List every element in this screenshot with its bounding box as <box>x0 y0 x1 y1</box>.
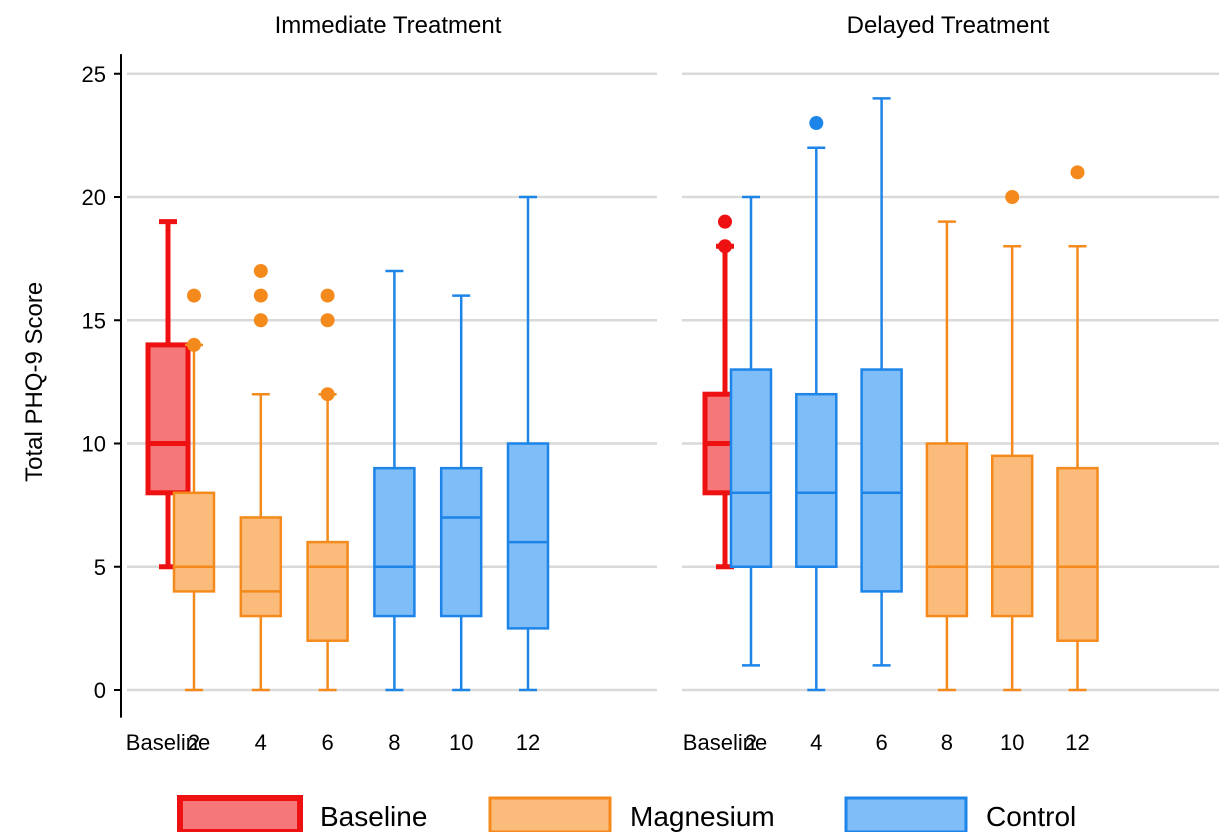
box-iqr <box>506 442 550 630</box>
legend-label-control: Control <box>986 801 1076 832</box>
legend-item-baseline: Baseline <box>177 795 427 832</box>
outlier-point-0 <box>187 337 201 352</box>
panel-title-delayed-treatment: Delayed Treatment <box>847 12 1050 39</box>
box-p1-2 <box>729 195 773 667</box>
y-tick-label-20: 20 <box>82 185 106 210</box>
x-tick-label-p0-6: 6 <box>321 730 333 755</box>
x-tick-label-p0-8: 8 <box>388 730 400 755</box>
x-tick-label-p1-2: 2 <box>745 730 757 755</box>
box-iqr <box>373 466 416 618</box>
y-axis-title: Total PHQ-9 Score <box>21 282 48 482</box>
box-p1-4 <box>795 116 838 692</box>
y-tick-label-5: 5 <box>94 555 106 580</box>
legend-swatch-control <box>844 796 968 832</box>
grid-lines <box>127 72 1219 692</box>
box-iqr <box>145 342 191 496</box>
box-p1-6 <box>860 97 903 667</box>
x-tick-label-p0-10: 10 <box>449 730 473 755</box>
legend-swatch-baseline <box>177 795 303 832</box>
outlier-point-0 <box>1070 165 1085 180</box>
legend-item-control: Control <box>844 796 1076 832</box>
legend-label-magnesium: Magnesium <box>630 801 775 832</box>
outlier-point-0 <box>809 116 824 131</box>
x-tick-label-p1-4: 4 <box>810 730 822 755</box>
legend-label-baseline: Baseline <box>320 801 427 832</box>
box-iqr <box>795 392 838 569</box>
x-tick-label-p1-6: 6 <box>875 730 887 755</box>
x-tick-label-p0-2: 2 <box>188 730 200 755</box>
legend-item-magnesium: Magnesium <box>488 796 775 832</box>
outlier-point-1 <box>253 288 268 303</box>
y-tick-label-15: 15 <box>82 308 106 333</box>
outlier-point-0 <box>1005 190 1020 204</box>
box-iqr <box>990 454 1034 618</box>
y-tick-label-0: 0 <box>94 678 106 703</box>
box-iqr <box>729 368 773 568</box>
outlier-point-1 <box>187 288 201 303</box>
panel-title-immediate-treatment: Immediate Treatment <box>275 12 502 39</box>
box-iqr <box>439 466 483 618</box>
box-p0-10 <box>439 294 483 692</box>
box-p1-10 <box>990 190 1034 692</box>
legend-swatch-magnesium <box>488 796 612 832</box>
outlier-point-0 <box>253 313 268 328</box>
outlier-point-2 <box>253 263 268 278</box>
legend: Baseline Magnesium Control <box>177 795 1076 832</box>
x-tick-label-p0-baseline: Baseline <box>126 730 210 755</box>
y-tick-label-25: 25 <box>82 62 106 87</box>
outlier-point-1 <box>718 214 732 229</box>
x-tick-label-p1-10: 10 <box>1000 730 1024 755</box>
box-iqr <box>860 368 903 593</box>
y-tick-label-10: 10 <box>82 432 106 457</box>
x-tick-label-p0-4: 4 <box>255 730 267 755</box>
x-tick-label-p1-8: 8 <box>941 730 953 755</box>
box-p0-12 <box>506 195 550 692</box>
outlier-point-0 <box>718 239 732 254</box>
x-tick-label-p0-12: 12 <box>516 730 540 755</box>
box-iqr <box>306 540 349 642</box>
x-tick-label-p1-baseline: Baseline <box>683 730 767 755</box>
box-iqr <box>172 491 216 593</box>
box-p1-12 <box>1056 165 1099 692</box>
box-p0-4 <box>239 263 283 692</box>
box-p0-baseline <box>145 219 191 570</box>
box-iqr <box>925 442 969 618</box>
box-p1-8 <box>925 220 969 692</box>
box-p0-2 <box>172 288 216 692</box>
box-iqr <box>1056 466 1099 642</box>
box-p0-6 <box>306 288 349 692</box>
box-p0-8 <box>373 269 416 692</box>
outlier-point-0 <box>320 387 335 402</box>
box-iqr <box>239 516 283 618</box>
outlier-point-1 <box>320 313 335 328</box>
outlier-point-2 <box>320 288 335 303</box>
axes: 0 5 10 15 20 25 Total PHQ-9 Score <box>21 54 122 718</box>
x-tick-label-p1-12: 12 <box>1065 730 1089 755</box>
